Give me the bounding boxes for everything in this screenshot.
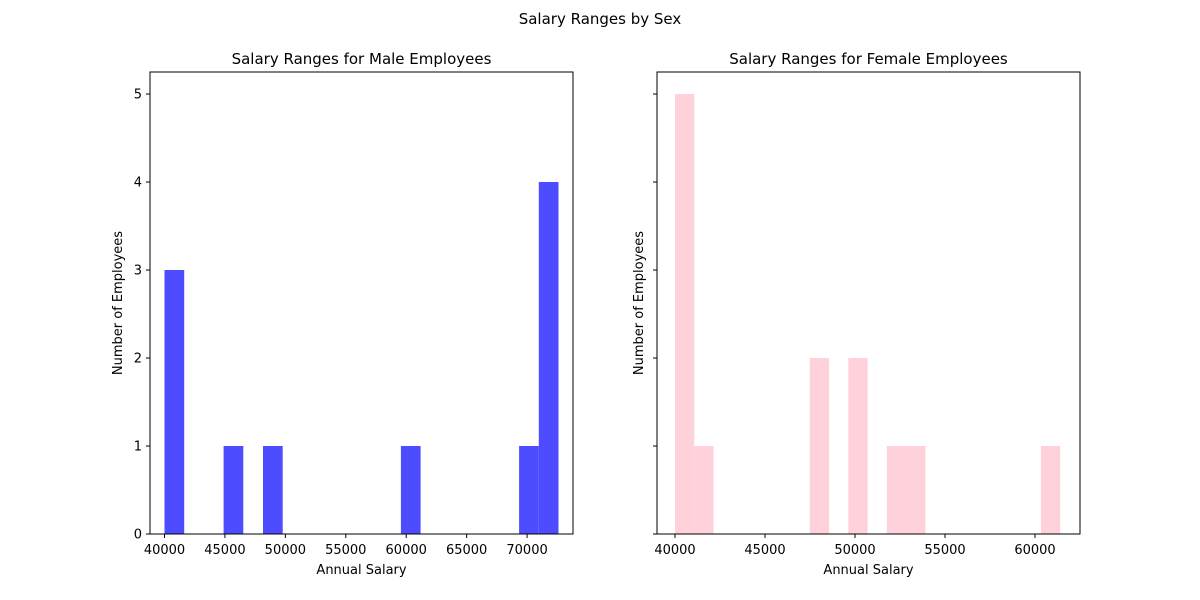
bars-female [675,94,1061,534]
histogram-bar [400,446,421,534]
x-tick-label: 50000 [265,543,306,558]
panel-title-male: Salary Ranges for Male Employees [232,50,492,68]
x-tick-label: 60000 [1014,543,1055,558]
y-tick-label: 5 [134,88,142,103]
chart-suptitle: Salary Ranges by Sex [519,10,682,28]
histogram-bar [694,446,714,534]
xticks-male: 40000 45000 50000 55000 60000 65000 70000 [144,534,548,558]
x-tick-label: 55000 [924,543,965,558]
axes-frame-female [656,71,1081,535]
histogram-bar [1040,446,1061,534]
y-tick-label: 2 [134,352,142,367]
x-tick-label: 50000 [834,543,875,558]
histogram-bar [809,358,830,534]
xticks-female: 40000 45000 50000 55000 60000 [654,534,1056,558]
x-tick-label: 40000 [144,543,185,558]
y-tick-label: 3 [134,264,142,279]
yticks-female [653,93,657,535]
panel-female: Salary Ranges for Female Employees 40000… [632,50,1081,578]
y-tick-label: 0 [134,528,142,543]
ylabel-female: Number of Employees [632,231,647,375]
xlabel-female: Annual Salary [823,563,913,578]
panel-title-female: Salary Ranges for Female Employees [729,50,1008,68]
histogram-bar [848,358,868,534]
histogram-bar [263,446,283,534]
x-tick-label: 60000 [386,543,427,558]
x-tick-label: 70000 [506,543,547,558]
axes-frame-male [149,71,574,535]
histogram-bar [519,446,539,534]
x-tick-label: 45000 [204,543,245,558]
histogram-bar [906,446,926,534]
yticks-male: 0 1 2 3 4 5 [134,88,150,543]
histogram-bar [164,270,185,534]
x-tick-label: 65000 [446,543,487,558]
xlabel-male: Annual Salary [316,563,406,578]
histogram-bar [886,446,907,534]
y-tick-label: 1 [134,440,142,455]
x-tick-label: 45000 [744,543,785,558]
y-tick-label: 4 [134,176,142,191]
ylabel-male: Number of Employees [111,231,126,375]
bars-male [164,182,559,534]
x-tick-label: 55000 [325,543,366,558]
x-tick-label: 40000 [654,543,695,558]
panel-male: Salary Ranges for Male Employees 40000 45… [111,50,574,578]
histogram-bar [223,446,244,534]
histogram-bar [675,94,695,534]
histogram-bar [538,182,559,534]
